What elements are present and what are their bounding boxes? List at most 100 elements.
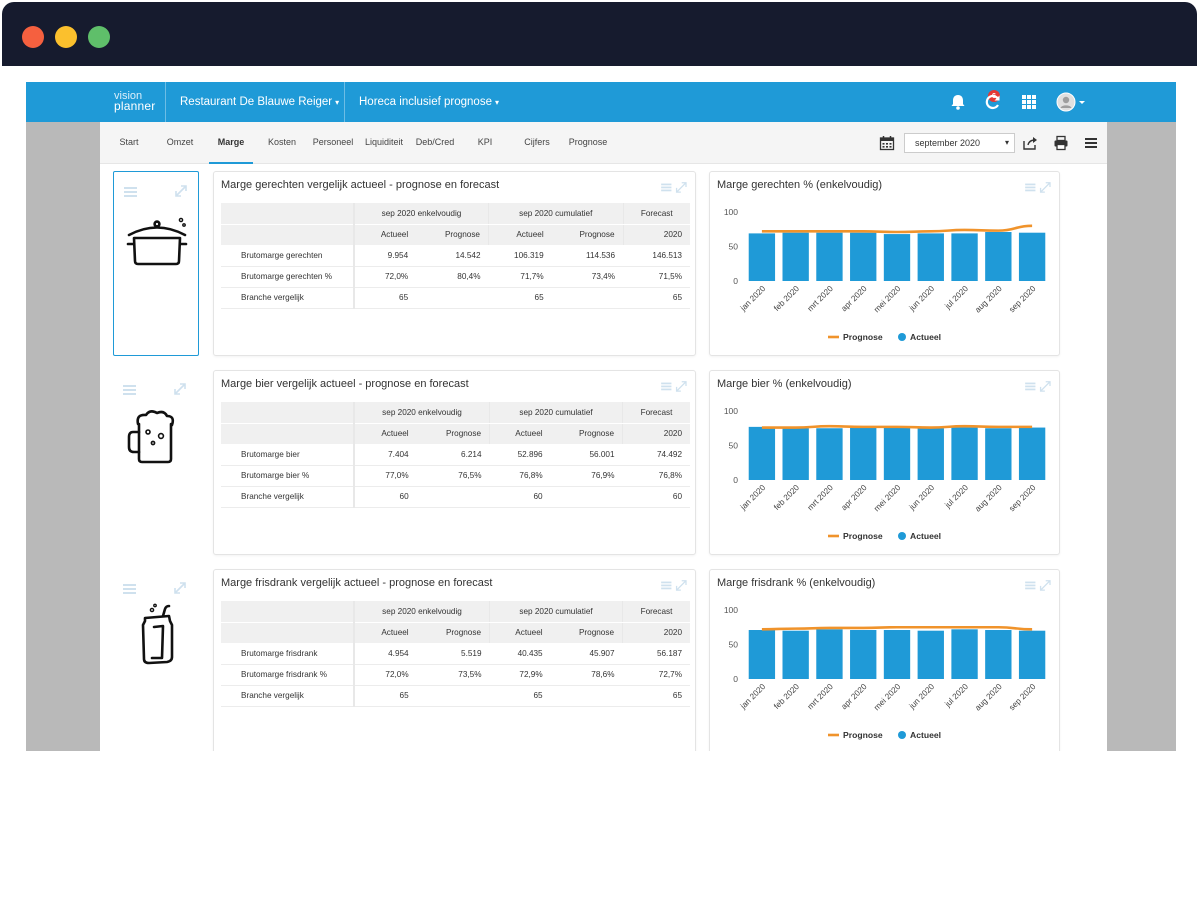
- bar-actueel: [782, 428, 809, 480]
- table-cell: 6.214: [416, 444, 490, 466]
- tab-prognose[interactable]: Prognose: [568, 137, 608, 147]
- table-cell: 76,8%: [622, 465, 690, 487]
- user-avatar-icon[interactable]: [1056, 92, 1088, 112]
- bar-actueel: [1018, 232, 1046, 281]
- bier-icon-card[interactable]: [113, 370, 199, 555]
- table-cell: [416, 486, 490, 508]
- period-select-value: september 2020: [915, 138, 981, 148]
- x-tick-label: mrt 2020: [806, 483, 836, 513]
- bar-actueel: [883, 630, 911, 679]
- period-select[interactable]: september 2020 ▾: [904, 133, 1015, 153]
- table-cell: 76,5%: [416, 465, 490, 487]
- card-tools: [1025, 182, 1051, 193]
- table-cell: 71,7%: [488, 266, 552, 288]
- chart-title: Marge bier % (enkelvoudig): [717, 378, 852, 390]
- apps-grid-icon[interactable]: [1019, 92, 1039, 112]
- table-cell: [550, 685, 623, 707]
- bar-actueel: [917, 233, 944, 281]
- chart-title: Marge gerechten % (enkelvoudig): [717, 179, 883, 191]
- x-tick-label: sep 2020: [1007, 682, 1038, 713]
- chart-card: Marge frisdrank % (enkelvoudig) 0 50 100 ja…: [709, 569, 1060, 751]
- chevron-down-icon: ▾: [1004, 138, 1009, 147]
- refresh-icon[interactable]: [983, 92, 1003, 112]
- sub-navigation: Start Omzet Marge Kosten Personeel Liqui…: [100, 122, 1107, 164]
- menu-lines-icon[interactable]: [120, 184, 142, 202]
- table-cell: 65: [623, 287, 690, 309]
- tab-cijfers[interactable]: Cijfers: [524, 137, 550, 147]
- column-group-header: sep 2020 enkelvoudig: [353, 601, 490, 623]
- bar-actueel: [816, 232, 843, 281]
- menu-lines-icon[interactable]: [119, 581, 141, 599]
- x-tick-label: jul 2020: [943, 682, 971, 710]
- tab-kosten[interactable]: Kosten: [267, 137, 297, 147]
- menu-lines-icon: [1025, 382, 1036, 391]
- x-tick-label: jun 2020: [907, 682, 937, 712]
- legend-prognose-label: Prognose: [843, 332, 883, 342]
- line-prognose: [761, 424, 1033, 429]
- tab-personeel[interactable]: Personeel: [312, 137, 354, 147]
- tab-marge[interactable]: Marge: [209, 122, 253, 164]
- y-tick-label: 0: [733, 475, 738, 485]
- row-label: Branche vergelijk: [221, 685, 355, 707]
- bar-actueel: [748, 426, 776, 480]
- x-tick-label: mei 2020: [872, 284, 902, 314]
- legend-actueel-swatch: [898, 532, 906, 540]
- tab-kpi[interactable]: KPI: [477, 137, 493, 147]
- column-group-header: Forecast: [622, 601, 690, 623]
- y-tick-label: 100: [724, 605, 738, 615]
- bar-actueel: [850, 232, 877, 281]
- close-window-button[interactable]: [22, 26, 44, 48]
- margin-table: sep 2020 enkelvoudig sep 2020 cumulatief…: [221, 601, 690, 707]
- legend-prognose-label: Prognose: [843, 730, 883, 740]
- gerechten-icon-card[interactable]: [113, 171, 199, 356]
- minimize-window-button[interactable]: [55, 26, 77, 48]
- column-header: 2020: [622, 423, 690, 445]
- app-logo[interactable]: vision planner: [114, 91, 155, 113]
- bar-actueel: [985, 232, 1012, 281]
- x-tick-label: apr 2020: [839, 284, 869, 314]
- legend-actueel-label: Actueel: [910, 730, 941, 740]
- tab-start[interactable]: Start: [119, 137, 139, 147]
- maximize-window-button[interactable]: [88, 26, 110, 48]
- expand-icon: [675, 580, 687, 591]
- column-header: Actueel: [353, 622, 417, 644]
- y-tick-label: 0: [733, 276, 738, 286]
- share-export-icon[interactable]: [1022, 135, 1038, 151]
- hamburger-menu-icon[interactable]: [1083, 135, 1099, 151]
- table-row: Brutomarge gerechten % 72,0% 80,4% 71,7%…: [221, 266, 690, 288]
- row-label: Brutomarge bier: [221, 444, 355, 466]
- menu-lines-icon: [661, 382, 672, 391]
- legend-prognose-label: Prognose: [843, 531, 883, 541]
- expand-icon[interactable]: [173, 382, 187, 396]
- table-cell: 80,4%: [416, 266, 489, 288]
- scenario-dropdown[interactable]: Horeca inclusief prognose ▾: [344, 82, 513, 122]
- frisdrank-icon-card[interactable]: [113, 569, 199, 751]
- bar-line-chart: 0 50 100 jan 2020 feb 2020 mrt 2020 apr 2020 me…: [724, 406, 1046, 541]
- x-tick-label: sep 2020: [1007, 284, 1038, 315]
- x-tick-label: apr 2020: [839, 682, 869, 712]
- expand-icon[interactable]: [173, 581, 187, 595]
- expand-icon[interactable]: [174, 184, 188, 198]
- calendar-icon[interactable]: [879, 135, 895, 151]
- tab-deb-cred[interactable]: Deb/Cred: [415, 137, 455, 147]
- table-cell: 76,9%: [550, 465, 623, 487]
- company-dropdown[interactable]: Restaurant De Blauwe Reiger ▾: [165, 82, 353, 122]
- bell-icon[interactable]: [948, 92, 968, 112]
- card-tools: [661, 381, 687, 392]
- margin-table: sep 2020 enkelvoudig sep 2020 cumulatief…: [221, 203, 690, 309]
- table-cell: 65: [488, 287, 552, 309]
- print-icon[interactable]: [1053, 135, 1069, 151]
- table-cell: 52.896: [489, 444, 551, 466]
- x-tick-label: jun 2020: [907, 483, 937, 513]
- table-row: Brutomarge bier % 77,0% 76,5% 76,8% 76,9…: [221, 465, 690, 487]
- row-label: Branche vergelijk: [221, 287, 355, 309]
- column-group-header: Forecast: [622, 402, 690, 424]
- tab-liquiditeit[interactable]: Liquiditeit: [364, 137, 404, 147]
- bar-actueel: [985, 428, 1012, 480]
- menu-lines-icon[interactable]: [119, 382, 141, 400]
- caret-down-icon: ▾: [494, 98, 499, 107]
- table-cell: 76,8%: [489, 465, 551, 487]
- tab-omzet[interactable]: Omzet: [166, 137, 194, 147]
- chart-card: Marge bier % (enkelvoudig) 0 50 100 jan 202…: [709, 370, 1060, 555]
- table-cell: 65: [622, 685, 690, 707]
